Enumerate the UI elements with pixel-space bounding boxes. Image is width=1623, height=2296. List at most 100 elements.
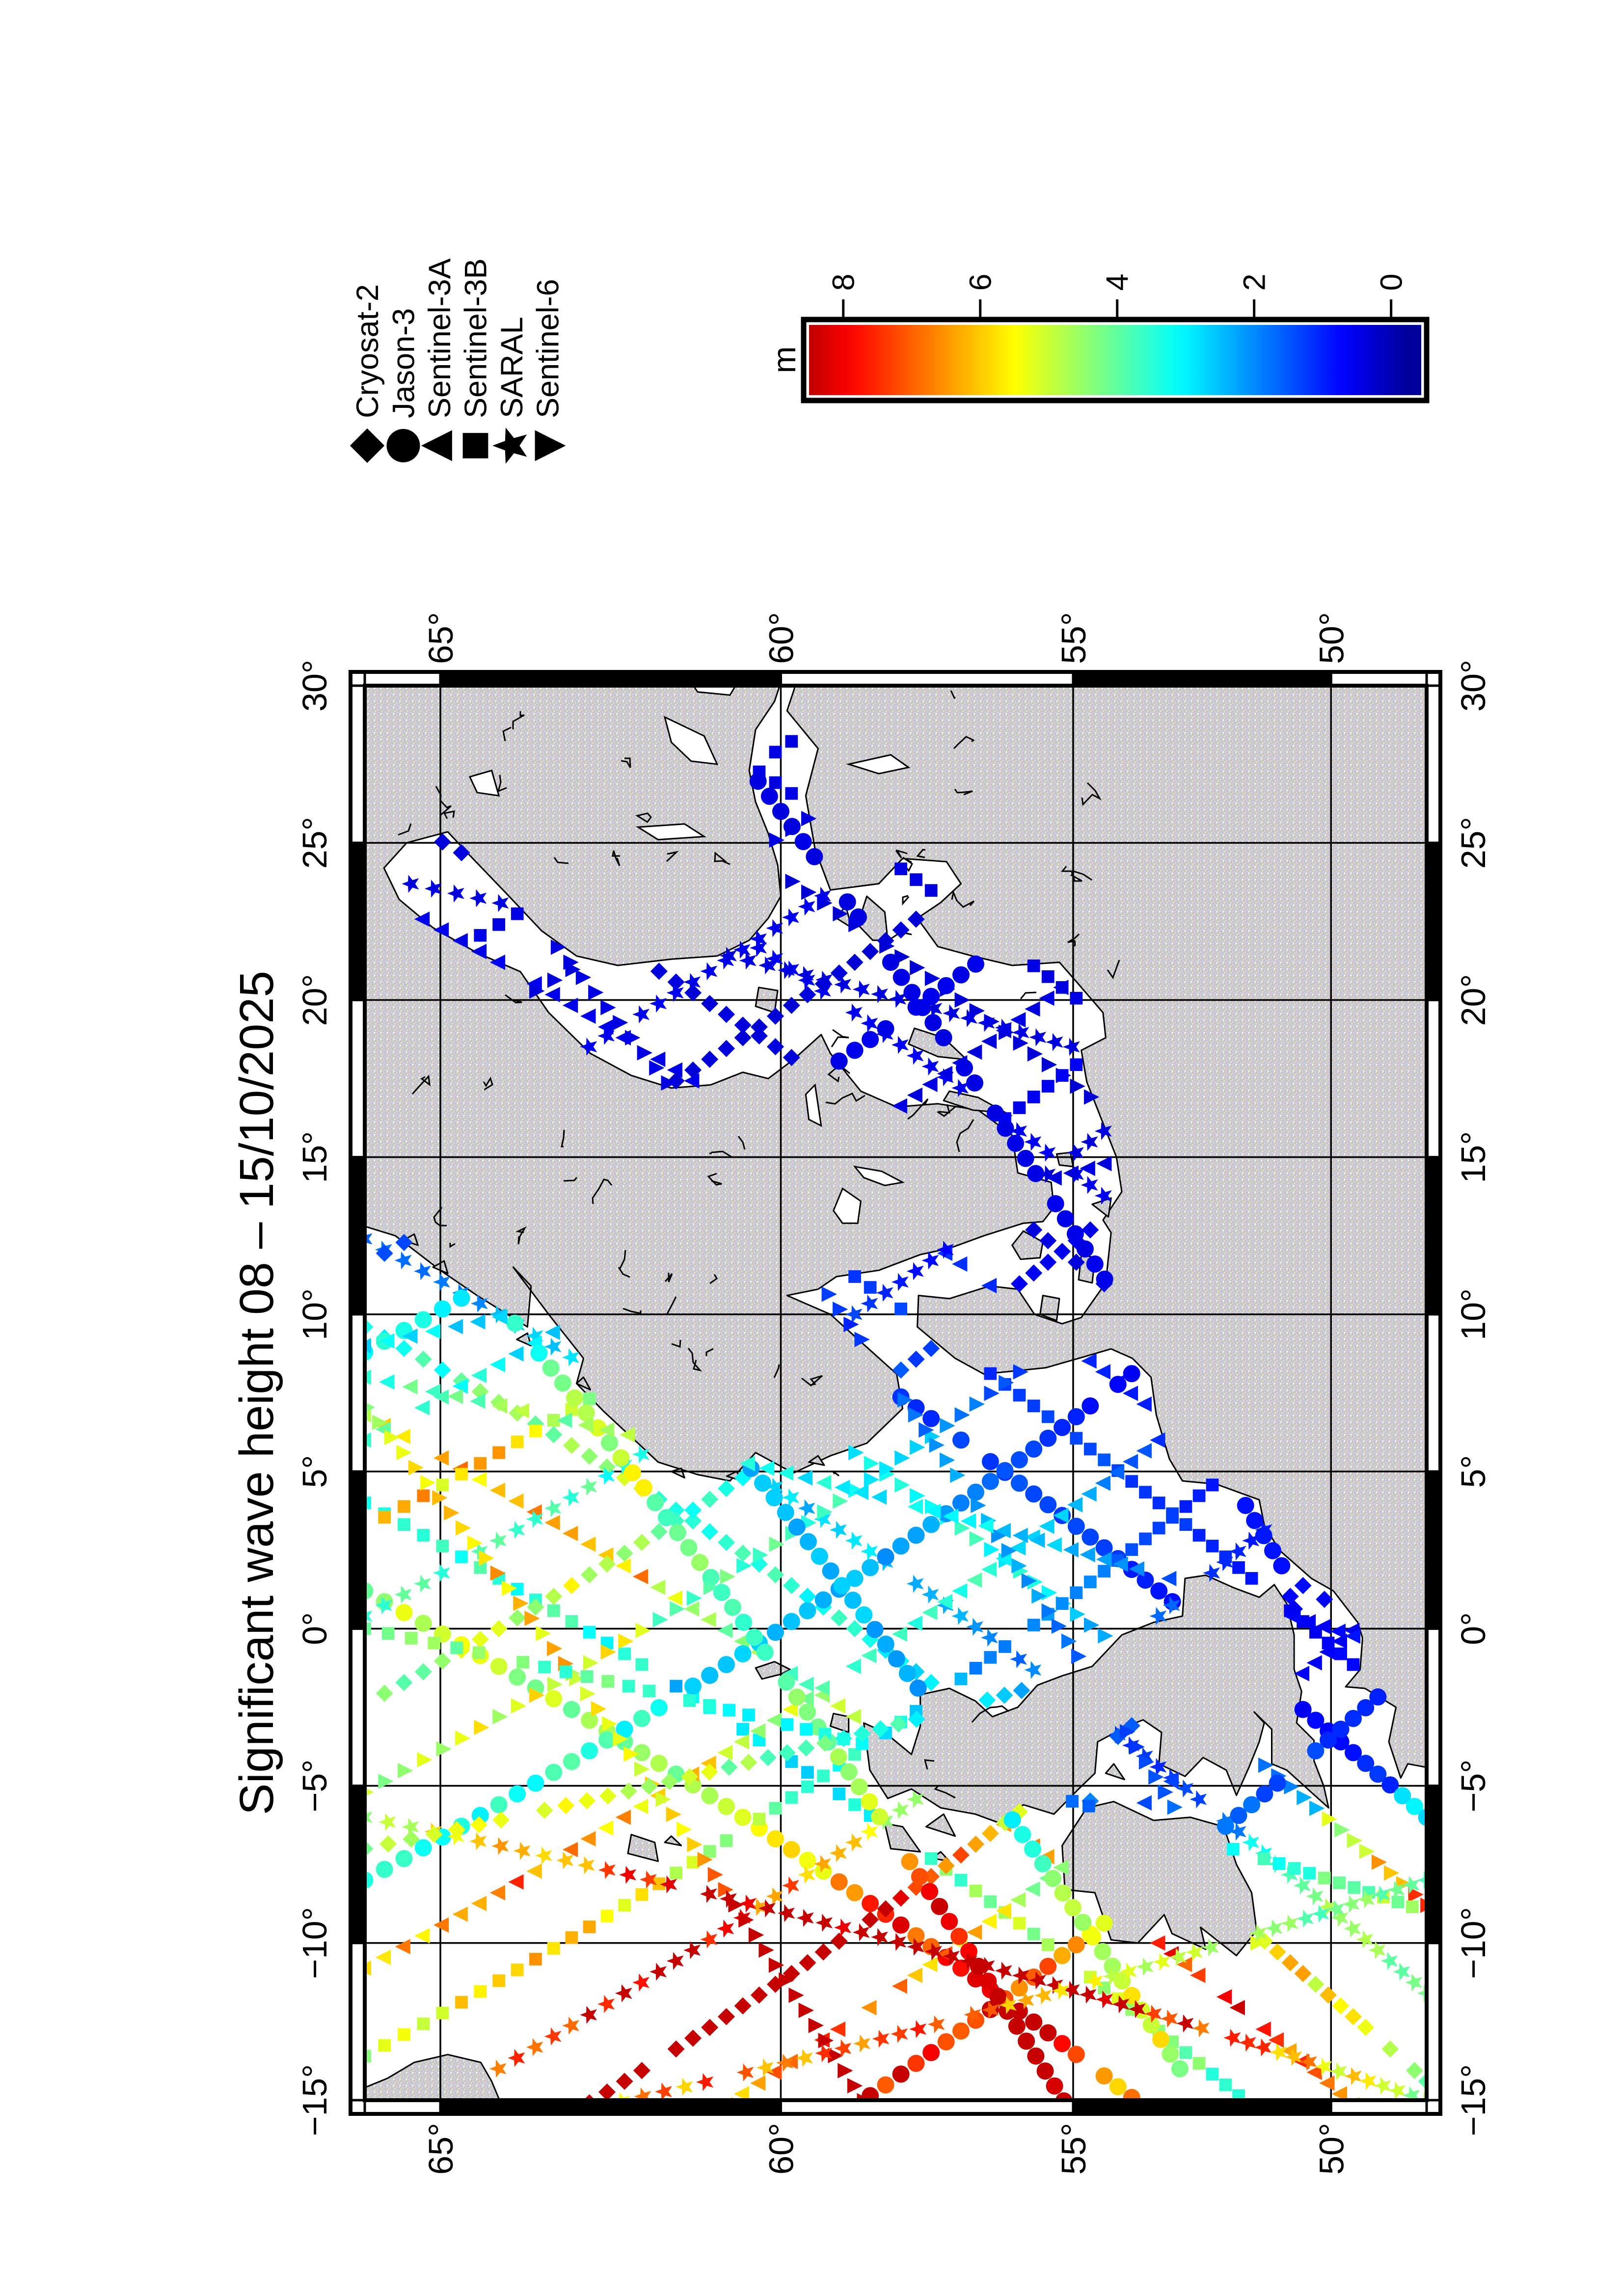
- coast-detail: [618, 1267, 630, 1278]
- legend-symbol-j3: [386, 429, 420, 462]
- lat-label-top: 50°: [1312, 612, 1351, 664]
- land-skye: [925, 1813, 956, 1837]
- coast-detail: [398, 823, 412, 836]
- colorbar: m 8 6 4 2 0: [766, 273, 1430, 403]
- satellite-legend: Cryosat-2 Jason-3 Sentinel-3A Sentinel-3B SA…: [350, 258, 566, 464]
- lon-label-right: 15°: [1454, 1131, 1492, 1183]
- lake-ladoga-tip: [692, 686, 736, 696]
- coast-detail: [671, 1339, 681, 1348]
- coast-detail: [1107, 960, 1120, 980]
- lon-label-right: 5°: [1454, 1455, 1492, 1488]
- lon-label-left: 15°: [296, 1131, 334, 1183]
- coast-detail: [971, 1705, 1009, 1723]
- colorbar-tick-label: 6: [964, 273, 998, 291]
- lon-label-left: 0°: [296, 1612, 334, 1645]
- coast-detail: [707, 1173, 722, 1186]
- coast-detail: [592, 1178, 613, 1204]
- land-islet-5: [808, 1455, 825, 1466]
- frame-ticks: [351, 672, 1440, 2114]
- legend-label: Sentinel-3B: [459, 258, 493, 418]
- coast-detail: [1081, 782, 1102, 806]
- coast-detail: [902, 895, 910, 906]
- map-plot: 30° 30° 25° 25° 20° 20° 15° 15° 10° 10° 5° 5° 0° 0° −5…: [296, 612, 1492, 2175]
- coast-detail: [831, 1029, 849, 1047]
- land-faroe-2: [664, 1835, 682, 1846]
- map-interior: [365, 686, 1427, 2100]
- coast-detail: [954, 789, 973, 796]
- legend-label: Sentinel-3A: [423, 258, 457, 418]
- colorbar-tick-label: 2: [1238, 273, 1272, 291]
- coast-detail: [737, 1136, 746, 1150]
- coast-detail: [515, 1226, 527, 1245]
- coast-detail: [483, 1076, 493, 1091]
- lon-label-left: 5°: [296, 1455, 334, 1488]
- colorbar-frame: [801, 317, 1430, 403]
- axis-labels: 30° 30° 25° 25° 20° 20° 15° 15° 10° 10° 5° 5° 0° 0° −5…: [296, 612, 1492, 2175]
- coast-detail: [825, 1093, 866, 1105]
- coast-detail: [801, 1375, 823, 1387]
- coast-detail: [934, 1785, 956, 1799]
- legend-label: Jason-3: [387, 308, 421, 418]
- lon-label-right: 25°: [1454, 817, 1492, 869]
- lon-label-left: 30°: [296, 660, 334, 712]
- land-faroe-1: [627, 1834, 659, 1862]
- coast-detail: [937, 1104, 956, 1117]
- coast-detail: [666, 1296, 677, 1314]
- lake-oulujarvi: [468, 770, 500, 797]
- coast-detail: [563, 1176, 578, 1182]
- frame-band: [351, 672, 1441, 2114]
- coast-detail: [497, 774, 507, 793]
- graticule: [365, 686, 1427, 2100]
- coast-detail: [923, 1759, 935, 1770]
- coast-detail: [951, 889, 975, 908]
- lake-peipus: [845, 754, 911, 774]
- lon-label-right: −10°: [1454, 1907, 1492, 1979]
- coast-detail: [687, 1348, 703, 1372]
- coast-detail: [953, 736, 975, 749]
- coast-detail: [635, 812, 652, 823]
- lon-label-left: −10°: [296, 1907, 334, 1979]
- land-bornholm: [1055, 1151, 1074, 1168]
- coast-detail: [411, 1074, 431, 1095]
- lat-label-bottom: 50°: [1312, 2123, 1351, 2175]
- coast-detail: [666, 851, 679, 862]
- lon-label-right: 30°: [1454, 660, 1492, 712]
- lake-vanern: [832, 1187, 862, 1224]
- track-points: [365, 735, 1427, 2100]
- plot-title: Significant wave height 08 – 15/10/2025: [230, 971, 283, 1815]
- coast-detail: [714, 851, 730, 865]
- lat-label-top: 65°: [422, 612, 460, 664]
- coast-detail: [619, 1250, 626, 1270]
- colorbar-tick-label: 8: [827, 273, 861, 291]
- legend-symbol-s6: [535, 430, 566, 461]
- lake-saimaa: [663, 716, 719, 765]
- lon-label-left: 25°: [296, 817, 334, 869]
- lon-label-left: −15°: [296, 2064, 334, 2136]
- coast-detail: [449, 1243, 456, 1248]
- coast-detail: [705, 1348, 714, 1356]
- lon-label-left: −5°: [296, 1760, 334, 1813]
- lon-label-right: 10°: [1454, 1288, 1492, 1340]
- lake-paijanne: [635, 823, 706, 841]
- coast-detail: [950, 690, 956, 699]
- lake-vattern: [853, 1165, 905, 1186]
- coast-detail: [895, 849, 908, 858]
- lat-label-top: 60°: [762, 612, 800, 664]
- coast-detail: [433, 1207, 447, 1227]
- legend-symbol-sa: [492, 427, 527, 464]
- legend-symbol-s3b: [462, 433, 488, 458]
- land-iceland-east: [365, 2054, 501, 2100]
- coast-detail: [1067, 933, 1080, 947]
- lat-label-top: 55°: [1055, 612, 1093, 664]
- legend-label: SARAL: [495, 317, 529, 418]
- coast-detail: [956, 1119, 974, 1152]
- coast-detail: [916, 849, 926, 858]
- map-inner-frame: [363, 684, 1429, 2102]
- colorbar-unit-label: m: [766, 347, 802, 374]
- coast-detail: [907, 1098, 929, 1120]
- coast-detail: [553, 857, 569, 864]
- coast-detail: [890, 931, 912, 940]
- lon-label-right: −5°: [1454, 1760, 1492, 1813]
- coast-detail: [443, 810, 455, 819]
